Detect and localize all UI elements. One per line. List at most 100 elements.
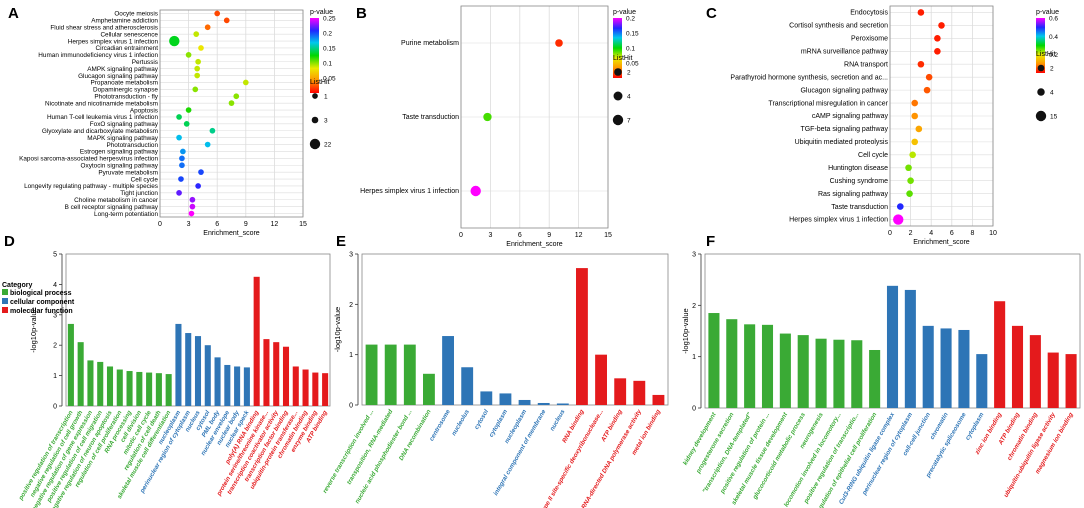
panel-c-chart: 0 2 4 6 8 10 Enrichment_score Endocytosis Cortis… bbox=[730, 5, 1059, 246]
pathway-label: Glucagon signaling pathway bbox=[800, 87, 888, 94]
bar bbox=[423, 373, 435, 405]
enrichment-point bbox=[198, 45, 204, 51]
enrichment-point bbox=[176, 134, 182, 141]
bar bbox=[146, 372, 153, 406]
x-tick-label: 9 bbox=[244, 221, 248, 228]
bar bbox=[214, 357, 221, 406]
y-tick-label: 4 bbox=[53, 282, 57, 289]
y-axis-label: -log10p-value bbox=[29, 307, 38, 352]
bar bbox=[403, 344, 416, 405]
enrichment-point bbox=[176, 190, 182, 196]
pathway-label: Propanoate metabolism bbox=[91, 80, 159, 87]
size-legend-dot bbox=[1037, 88, 1045, 96]
enrichment-point bbox=[925, 73, 933, 81]
bar bbox=[886, 285, 899, 408]
color-legend-tick: 0.2 bbox=[1049, 52, 1058, 59]
bar bbox=[273, 342, 280, 406]
size-legend-label: 4 bbox=[1050, 90, 1054, 97]
bar bbox=[126, 371, 133, 406]
bar bbox=[556, 403, 569, 405]
pathway-label: Circadian entrainment bbox=[95, 45, 158, 52]
enrichment-point bbox=[938, 22, 945, 29]
x-tick-label: 3 bbox=[187, 221, 191, 228]
panel-a-chart: 0 3 6 9 12 15 Enrichment_score Oocyte meiosisAm… bbox=[19, 9, 336, 237]
pathway-label: Transcriptional misregulation in cancer bbox=[768, 100, 888, 107]
enrichment-point bbox=[194, 65, 201, 72]
pathway-label: Choline metabolism in cancer bbox=[74, 197, 159, 204]
enrichment-point bbox=[179, 155, 185, 162]
y-tick-label: 1 bbox=[349, 352, 353, 359]
bar bbox=[155, 373, 162, 406]
pathway-label: Cellular senescence bbox=[100, 31, 158, 38]
pathway-label: Cell cycle bbox=[858, 152, 888, 159]
x-tick-label: 2 bbox=[909, 230, 913, 237]
bar bbox=[322, 373, 329, 406]
enrichment-point bbox=[897, 203, 904, 210]
bar bbox=[1029, 335, 1041, 408]
bar bbox=[204, 345, 211, 406]
pathway-label: Glyoxylate and dicarboxylate metabolism bbox=[42, 128, 158, 135]
panel-label-a: A bbox=[8, 5, 19, 22]
pathway-label: Taste transduction bbox=[402, 114, 459, 121]
panel-label-f: F bbox=[706, 233, 715, 250]
pathway-label: Herpes simplex virus 1 infection bbox=[360, 188, 459, 195]
pathway-label: Long-term potentiation bbox=[94, 211, 158, 218]
enrichment-point bbox=[193, 31, 200, 37]
bar bbox=[744, 324, 756, 408]
bar bbox=[761, 324, 774, 408]
enrichment-point bbox=[179, 162, 185, 169]
bar bbox=[185, 333, 192, 406]
pathway-label: MAPK signaling pathway bbox=[87, 135, 158, 142]
bar bbox=[1047, 352, 1059, 408]
size-legend-dot bbox=[311, 116, 319, 124]
bar bbox=[302, 369, 309, 406]
enrichment-point bbox=[483, 112, 492, 122]
pathway-label: Purine metabolism bbox=[401, 40, 459, 47]
size-legend-label: 2 bbox=[627, 70, 631, 77]
y-tick-label: 1 bbox=[692, 354, 696, 361]
plot-frame bbox=[889, 5, 994, 227]
color-legend-title: p-value bbox=[1036, 9, 1059, 16]
bar bbox=[87, 360, 94, 406]
enrichment-point bbox=[209, 127, 216, 134]
bar bbox=[106, 366, 114, 406]
pathway-label: Estrogen signaling pathway bbox=[80, 149, 159, 156]
pathway-label: Ras signaling pathway bbox=[818, 191, 889, 198]
bar bbox=[851, 340, 863, 408]
x-axis-label: Enrichment_score bbox=[203, 230, 260, 237]
legend-swatch bbox=[2, 307, 8, 313]
y-tick-label: 3 bbox=[349, 252, 353, 259]
pathway-label: Herpes simplex virus 1 infection bbox=[68, 38, 159, 45]
y-tick-label: 5 bbox=[53, 252, 57, 259]
x-tick-label: 6 bbox=[215, 221, 219, 228]
bar bbox=[175, 323, 182, 406]
color-legend-tick: 0.1 bbox=[626, 46, 635, 53]
legend-label: molecular function bbox=[10, 308, 73, 315]
y-tick-label: 2 bbox=[53, 343, 57, 350]
enrichment-point bbox=[911, 112, 919, 120]
enrichment-point bbox=[923, 86, 931, 94]
bar bbox=[224, 364, 231, 406]
bar bbox=[994, 301, 1006, 408]
pathway-label: Herpes simplex virus 1 infection bbox=[789, 217, 888, 224]
color-legend-title: p-value bbox=[310, 9, 333, 16]
x-tick-label: 8 bbox=[970, 230, 974, 237]
size-legend-label: 1 bbox=[324, 94, 328, 101]
color-legend-tick: 0.2 bbox=[323, 31, 332, 38]
color-legend-tick: 0.1 bbox=[323, 61, 332, 68]
bar bbox=[1011, 325, 1024, 408]
enrichment-point bbox=[233, 93, 240, 100]
pathway-label: Peroxisome bbox=[851, 36, 888, 43]
panel-b-chart: 0 3 6 9 12 15 Enrichment_score Purine metabolis… bbox=[360, 5, 639, 248]
x-axis-label: Enrichment_score bbox=[506, 241, 563, 248]
bar bbox=[67, 323, 74, 406]
bar bbox=[253, 276, 260, 406]
pathway-label: Tight junction bbox=[120, 190, 158, 197]
pathway-label: Taste transduction bbox=[831, 204, 888, 211]
bar bbox=[595, 354, 607, 405]
plot-frame bbox=[159, 9, 304, 218]
size-legend-dot bbox=[309, 138, 321, 150]
enrichment-point bbox=[915, 125, 923, 133]
enrichment-point bbox=[906, 190, 913, 197]
